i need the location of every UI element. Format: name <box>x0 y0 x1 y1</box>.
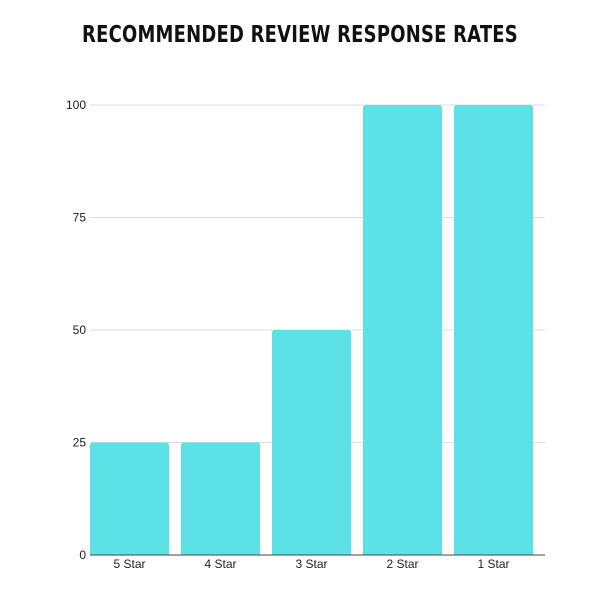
x-tick-label: 3 Star <box>295 557 327 571</box>
bar <box>363 105 442 555</box>
y-tick-label: 50 <box>73 323 87 337</box>
bar <box>454 105 533 555</box>
bar <box>272 330 351 555</box>
y-tick-label: 100 <box>66 98 86 112</box>
chart-title: RECOMMENDED REVIEW RESPONSE RATES <box>82 22 518 48</box>
y-axis-ticks: 0 25 50 75 100 <box>66 98 86 562</box>
x-tick-label: 4 Star <box>204 557 236 571</box>
y-tick-label: 75 <box>73 211 87 225</box>
x-tick-label: 1 Star <box>477 557 509 571</box>
x-tick-label: 5 Star <box>113 557 145 571</box>
bar <box>181 442 260 555</box>
x-axis-ticks: 5 Star 4 Star 3 Star 2 Star 1 Star <box>113 557 509 571</box>
bars <box>90 105 533 555</box>
y-tick-label: 25 <box>73 436 87 450</box>
y-tick-label: 0 <box>79 548 86 562</box>
x-tick-label: 2 Star <box>386 557 418 571</box>
bar <box>90 442 169 555</box>
